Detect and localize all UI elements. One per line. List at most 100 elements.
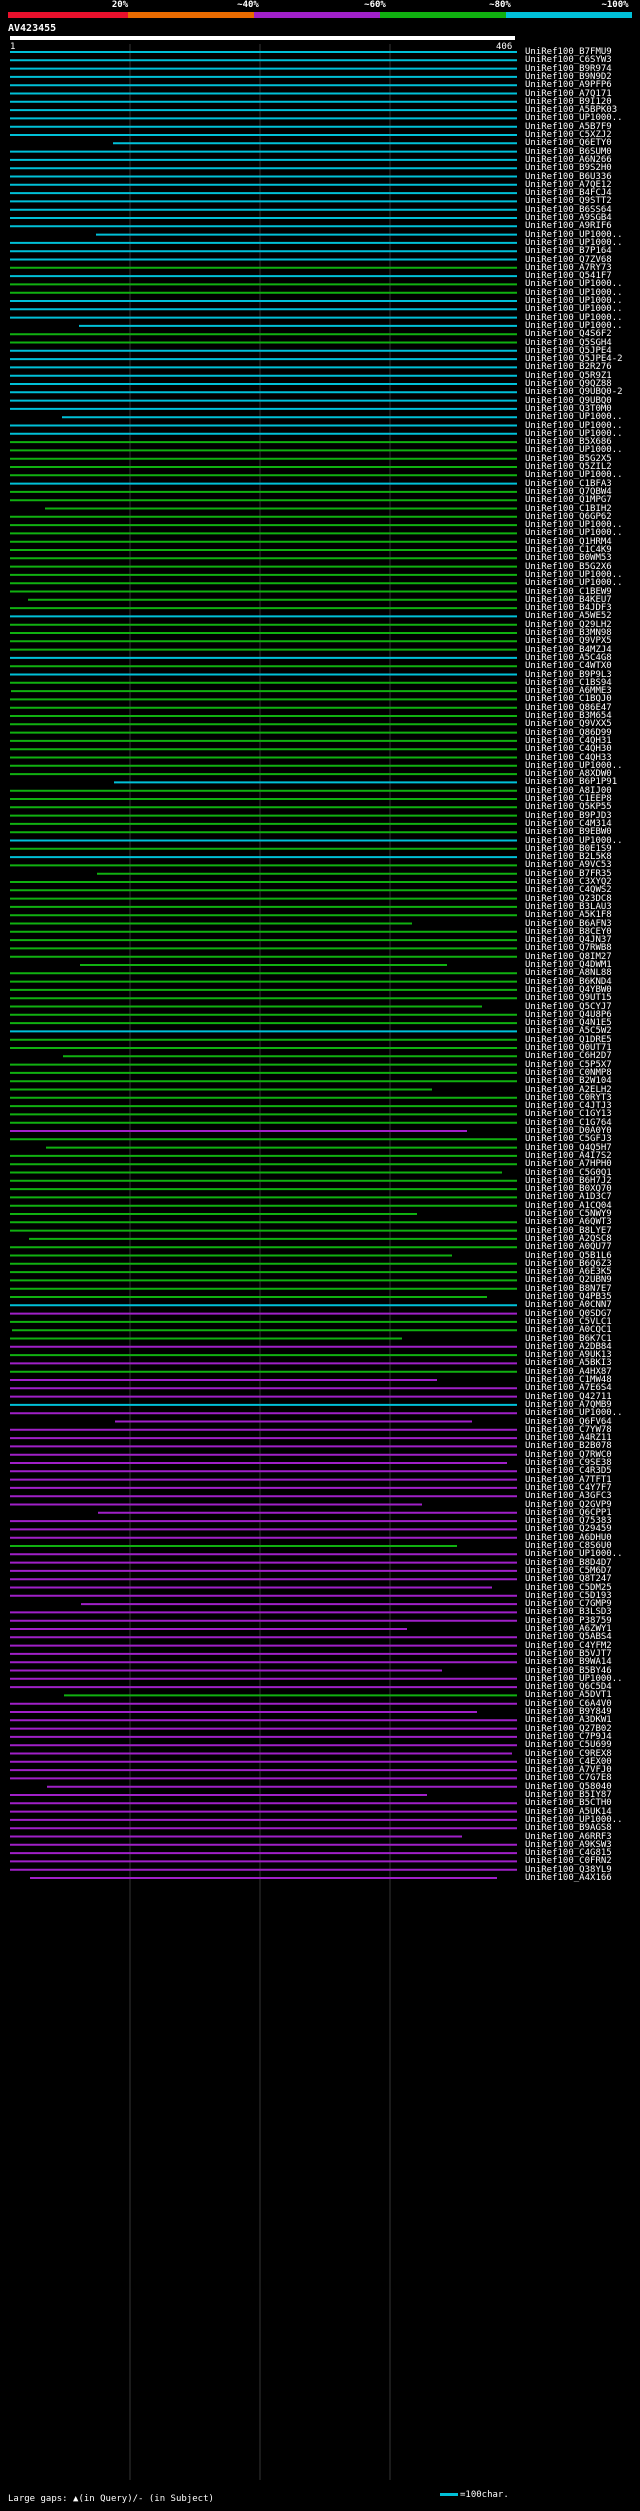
subject-id[interactable]: UniRef100_Q2GVP9 xyxy=(525,1499,612,1510)
subject-id[interactable]: UniRef100_A6QWT3 xyxy=(525,1217,612,1228)
subject-id[interactable]: UniRef100_Q8T247 xyxy=(525,1574,612,1585)
subject-id[interactable]: UniRef100_A7E6S4 xyxy=(525,1383,612,1394)
subject-id[interactable]: UniRef100_C5DM25 xyxy=(525,1582,612,1593)
subject-id[interactable]: UniRef100_UP1000.. xyxy=(525,320,623,331)
subject-id[interactable]: UniRef100_Q7RWB8 xyxy=(525,943,612,954)
subject-id[interactable]: UniRef100_C7GMP9 xyxy=(525,1599,612,1610)
subject-id[interactable]: UniRef100_Q29LH2 xyxy=(525,619,612,630)
subject-id[interactable]: UniRef100_Q27B02 xyxy=(525,1723,612,1734)
subject-id[interactable]: UniRef100_B9WA14 xyxy=(525,1657,612,1668)
subject-id[interactable]: UniRef100_Q29459 xyxy=(525,1524,612,1535)
subject-id[interactable]: UniRef100_C0NMP8 xyxy=(525,1067,612,1078)
subject-id[interactable]: UniRef100_Q6CPP1 xyxy=(525,1507,612,1518)
subject-id[interactable]: UniRef100_B9P9L3 xyxy=(525,669,612,680)
subject-id[interactable]: UniRef100_Q9STT2 xyxy=(525,196,612,207)
subject-id[interactable]: UniRef100_C4G815 xyxy=(525,1848,612,1859)
subject-id[interactable]: UniRef100_Q4Q5H7 xyxy=(525,1142,612,1153)
subject-id[interactable]: UniRef100_A9SGB4 xyxy=(525,213,612,223)
subject-id[interactable]: UniRef100_UP1000.. xyxy=(525,1408,623,1419)
subject-id[interactable]: UniRef100_A5DVT1 xyxy=(525,1690,612,1701)
subject-id[interactable]: UniRef100_C1MW48 xyxy=(525,1375,612,1385)
subject-id[interactable]: UniRef100_Q5SGH4 xyxy=(525,337,612,348)
subject-id[interactable]: UniRef100_UP1000.. xyxy=(525,412,623,423)
subject-id[interactable]: UniRef100_B9I120 xyxy=(525,96,612,107)
subject-id[interactable]: UniRef100_B0E1S9 xyxy=(525,843,612,854)
subject-id[interactable]: UniRef100_UP1000.. xyxy=(525,1814,623,1825)
subject-id[interactable]: UniRef100_A5C5W2 xyxy=(525,1026,612,1037)
subject-id[interactable]: UniRef100_UP1000.. xyxy=(525,304,623,315)
subject-id[interactable]: UniRef100_C7P9J4 xyxy=(525,1731,612,1742)
subject-id[interactable]: UniRef100_A8NL88 xyxy=(525,968,612,979)
subject-id[interactable]: UniRef100_A0CQC1 xyxy=(525,1325,612,1336)
subject-id[interactable]: UniRef100_C1BIH2 xyxy=(525,503,612,514)
subject-id[interactable]: UniRef100_C7G7E8 xyxy=(525,1773,612,1784)
subject-id[interactable]: UniRef100_Q38YL9 xyxy=(525,1864,612,1875)
subject-id[interactable]: UniRef100_C8S6U0 xyxy=(525,1541,612,1551)
subject-id[interactable]: UniRef100_A5UK14 xyxy=(525,1806,612,1817)
subject-id[interactable]: UniRef100_C6H2D7 xyxy=(525,1051,612,1062)
subject-id[interactable]: UniRef100_C4QH33 xyxy=(525,752,612,763)
subject-id[interactable]: UniRef100_B9AGS8 xyxy=(525,1823,612,1834)
subject-id[interactable]: UniRef100_C1BS94 xyxy=(525,677,612,688)
subject-id[interactable]: UniRef100_C5U699 xyxy=(525,1740,612,1751)
subject-id[interactable]: UniRef100_Q8IM27 xyxy=(525,951,612,962)
subject-id[interactable]: UniRef100_A6N266 xyxy=(525,154,612,165)
subject-id[interactable]: UniRef100_B7FMU9 xyxy=(525,47,612,57)
subject-id[interactable]: UniRef100_A6DHU0 xyxy=(525,1532,612,1543)
subject-id[interactable]: UniRef100_B6U336 xyxy=(525,171,612,182)
subject-id[interactable]: UniRef100_B4JDF3 xyxy=(525,603,612,614)
subject-id[interactable]: UniRef100_B9Y849 xyxy=(525,1707,612,1717)
subject-id[interactable]: UniRef100_Q4JN37 xyxy=(525,935,612,946)
subject-id[interactable]: UniRef100_B9R974 xyxy=(525,63,612,74)
subject-id[interactable]: UniRef100_C0FRN2 xyxy=(525,1856,612,1867)
subject-id[interactable]: UniRef100_C0RYT3 xyxy=(525,1092,612,1103)
subject-id[interactable]: UniRef100_C4WTX0 xyxy=(525,661,612,672)
subject-id[interactable]: UniRef100_C1BEW9 xyxy=(525,586,612,597)
subject-id[interactable]: UniRef100_C4M314 xyxy=(525,818,612,829)
subject-id[interactable]: UniRef100_A2ELH2 xyxy=(525,1084,612,1095)
subject-id[interactable]: UniRef100_Q9QZ88 xyxy=(525,379,612,389)
subject-id[interactable]: UniRef100_A5B7F9 xyxy=(525,121,612,132)
subject-id[interactable]: UniRef100_Q9VXX5 xyxy=(525,719,612,730)
subject-id[interactable]: UniRef100_Q0UT71 xyxy=(525,1043,612,1053)
subject-id[interactable]: UniRef100_C4QH30 xyxy=(525,744,612,755)
subject-id[interactable]: UniRef100_B6AFN3 xyxy=(525,918,612,929)
subject-id[interactable]: UniRef100_A8XDW0 xyxy=(525,769,612,780)
subject-id[interactable]: UniRef100_B6SUM0 xyxy=(525,146,612,157)
subject-id[interactable]: UniRef100_P38759 xyxy=(525,1615,612,1626)
subject-id[interactable]: UniRef100_B8LYE7 xyxy=(525,1225,612,1236)
subject-id[interactable]: UniRef100_A9PFP6 xyxy=(525,80,612,91)
subject-id[interactable]: UniRef100_A7Q171 xyxy=(525,88,612,99)
subject-id[interactable]: UniRef100_UP1000.. xyxy=(525,835,623,846)
subject-id[interactable]: UniRef100_A4RZ11 xyxy=(525,1433,612,1444)
subject-id[interactable]: UniRef100_Q4N1E5 xyxy=(525,1018,612,1029)
subject-id[interactable]: UniRef100_B8CEY0 xyxy=(525,926,612,937)
subject-id[interactable]: UniRef100_Q9UBQ0-2 xyxy=(525,387,623,398)
subject-id[interactable]: UniRef100_UP1000.. xyxy=(525,229,623,240)
subject-id[interactable]: UniRef100_UP1000.. xyxy=(525,113,623,124)
subject-id[interactable]: UniRef100_A5BKI3 xyxy=(525,1358,612,1369)
subject-id[interactable]: UniRef100_A7QMB9 xyxy=(525,1399,612,1410)
subject-id[interactable]: UniRef100_C6A4V0 xyxy=(525,1698,612,1709)
subject-id[interactable]: UniRef100_B5G2X5 xyxy=(525,453,612,464)
subject-id[interactable]: UniRef100_UP1000.. xyxy=(525,287,623,298)
subject-id[interactable]: UniRef100_B6KND4 xyxy=(525,976,612,987)
subject-id[interactable]: UniRef100_B6P1P91 xyxy=(525,777,618,788)
subject-id[interactable]: UniRef100_A6MME3 xyxy=(525,686,612,697)
subject-id[interactable]: UniRef100_UP1000.. xyxy=(525,445,623,456)
subject-id[interactable]: UniRef100_Q6FV64 xyxy=(525,1416,612,1427)
subject-id[interactable]: UniRef100_B5VJT7 xyxy=(525,1648,612,1659)
subject-id[interactable]: UniRef100_C3XYQ2 xyxy=(525,877,612,887)
subject-id[interactable]: UniRef100_A6RRF3 xyxy=(525,1831,612,1842)
subject-id[interactable]: UniRef100_A5WE52 xyxy=(525,611,612,622)
subject-id[interactable]: UniRef100_A9RIF6 xyxy=(525,221,612,232)
subject-id[interactable]: UniRef100_B5IY87 xyxy=(525,1790,612,1800)
subject-id[interactable]: UniRef100_C4R3D5 xyxy=(525,1466,612,1477)
subject-id[interactable]: UniRef100_C5GFJ3 xyxy=(525,1134,612,1145)
subject-id[interactable]: UniRef100_B0WM53 xyxy=(525,553,612,564)
subject-id[interactable]: UniRef100_Q7QBW4 xyxy=(525,486,612,497)
subject-id[interactable]: UniRef100_B6K7C1 xyxy=(525,1333,612,1344)
subject-id[interactable]: UniRef100_A5K1F8 xyxy=(525,910,612,921)
subject-id[interactable]: UniRef100_UP1000.. xyxy=(525,312,623,323)
subject-id[interactable]: UniRef100_Q1HRM4 xyxy=(525,536,612,547)
